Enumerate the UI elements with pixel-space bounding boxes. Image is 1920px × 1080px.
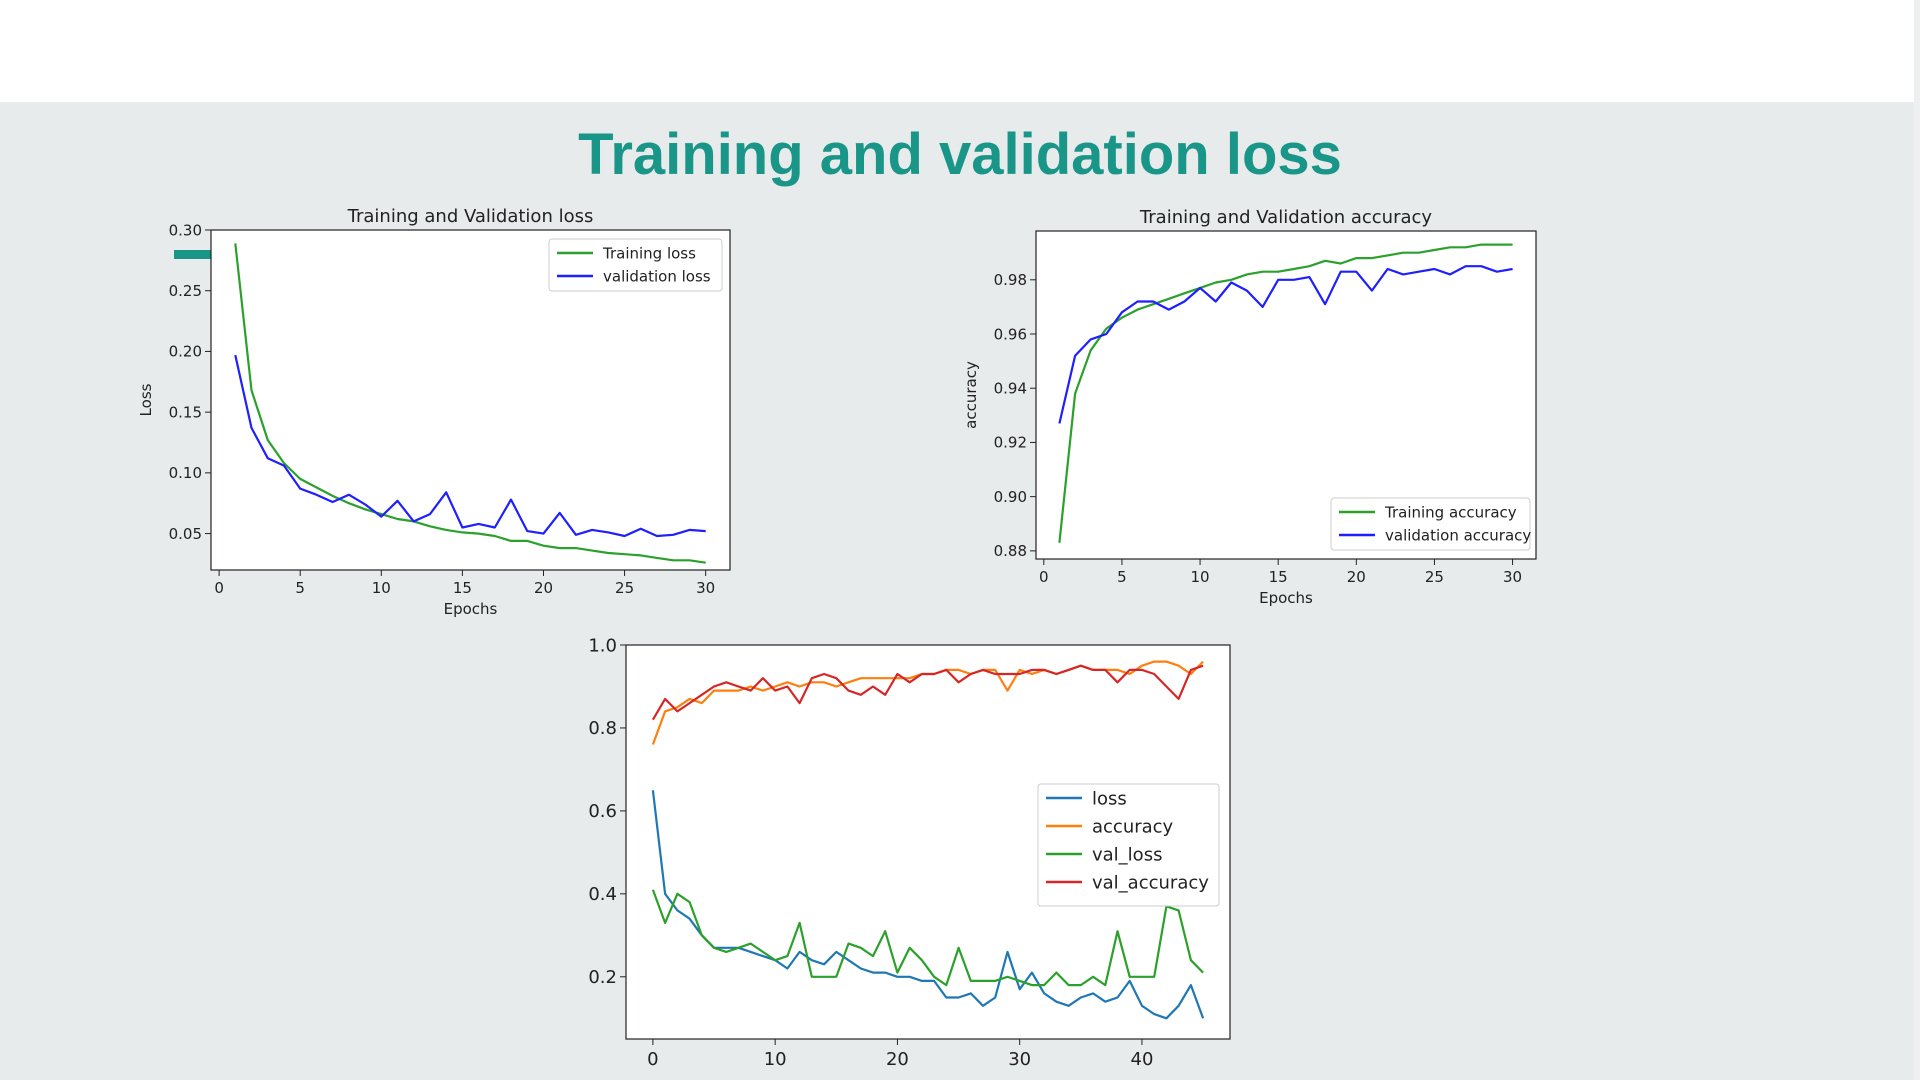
chart-title: Training and Validation loss [347,206,594,227]
x-tick-label: 20 [886,1049,909,1070]
top-band [0,0,1920,102]
y-tick-label: 0.30 [169,221,202,239]
y-tick-label: 0.8 [588,718,617,739]
y-tick-label: 0.98 [994,271,1027,289]
x-tick-label: 0 [214,579,224,597]
series-line-training-loss [234,243,706,564]
x-tick-label: 20 [1347,568,1366,586]
x-tick-label: 15 [1269,568,1288,586]
slide-title: Training and validation loss [578,122,1342,187]
chart-training-validation-loss: Training and Validation loss 0 5 10 15 20 25 30… [137,206,731,618]
y-tick-label: 0.94 [994,379,1027,397]
x-tick-label: 30 [696,579,715,597]
x-tick-label: 20 [534,579,553,597]
x-tick-label: 25 [1425,568,1444,586]
y-tick-label: 0.90 [994,488,1027,506]
series-line-training-accuracy [1058,243,1513,543]
chart-history-metrics: 0 10 20 30 40 0.2 0.4 0.6 0.8 1.0 loss accuracy val_… [588,635,1231,1070]
x-tick-label: 5 [295,579,305,597]
x-tick-label: 0 [647,1049,658,1070]
x-axis-label: Epochs [1259,589,1313,607]
y-tick-label: 0.15 [169,403,202,421]
y-tick-label: 0.6 [588,801,617,822]
legend-label: Training loss [602,244,696,262]
y-tick-label: 0.4 [588,884,617,905]
legend-box [1330,497,1531,551]
series-line-val-loss [651,889,1204,987]
slide-edge [1914,0,1920,1080]
legend-label: loss [1092,788,1127,809]
chart-title: Training and Validation accuracy [1139,207,1432,228]
chart-training-validation-accuracy: Training and Validation accuracy 0 5 10 15 20… [962,207,1537,607]
y-tick-label: 0.92 [994,434,1027,452]
y-axis-label: accuracy [962,361,980,429]
series-line-validation-accuracy [1058,265,1513,424]
x-tick-label: 40 [1131,1049,1154,1070]
legend-label: validation accuracy [1385,526,1531,544]
y-tick-label: 1.0 [588,635,617,656]
legend-label: val_accuracy [1092,872,1209,893]
title-accent-bar [174,250,214,259]
x-tick-label: 10 [764,1049,787,1070]
x-tick-label: 0 [1039,568,1049,586]
legend-label: Training accuracy [1384,503,1517,521]
y-tick-label: 0.10 [169,464,202,482]
x-axis-label: Epochs [444,600,498,618]
x-tick-label: 10 [1191,568,1210,586]
legend-box [1037,783,1220,907]
plot-frame [210,229,731,571]
x-tick-label: 10 [372,579,391,597]
y-axis-label: Loss [137,383,155,416]
plot-frame [625,644,1231,1040]
legend-label: val_loss [1092,844,1162,865]
x-tick-label: 30 [1503,568,1522,586]
y-tick-label: 0.05 [169,525,202,543]
x-tick-label: 15 [453,579,472,597]
y-tick-label: 0.2 [588,967,617,988]
legend-label: validation loss [603,267,711,285]
series-line-validation-loss [234,354,706,538]
y-tick-label: 0.25 [169,282,202,300]
series-line-val-accuracy [651,664,1204,721]
x-tick-label: 25 [615,579,634,597]
plot-frame [1035,230,1537,560]
series-line-loss [651,790,1205,1020]
y-tick-label: 0.96 [994,325,1027,343]
y-tick-label: 0.20 [169,343,202,361]
legend-label: accuracy [1092,816,1174,837]
x-tick-label: 30 [1008,1049,1031,1070]
y-tick-label: 0.88 [994,542,1027,560]
x-tick-label: 5 [1117,568,1127,586]
